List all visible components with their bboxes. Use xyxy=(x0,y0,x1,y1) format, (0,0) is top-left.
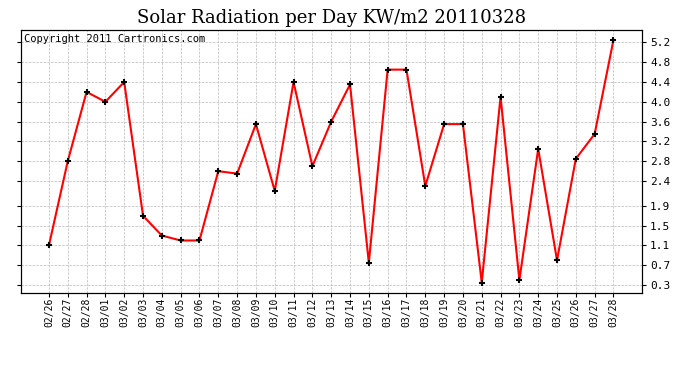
Text: Copyright 2011 Cartronics.com: Copyright 2011 Cartronics.com xyxy=(23,34,205,44)
Title: Solar Radiation per Day KW/m2 20110328: Solar Radiation per Day KW/m2 20110328 xyxy=(137,9,526,27)
